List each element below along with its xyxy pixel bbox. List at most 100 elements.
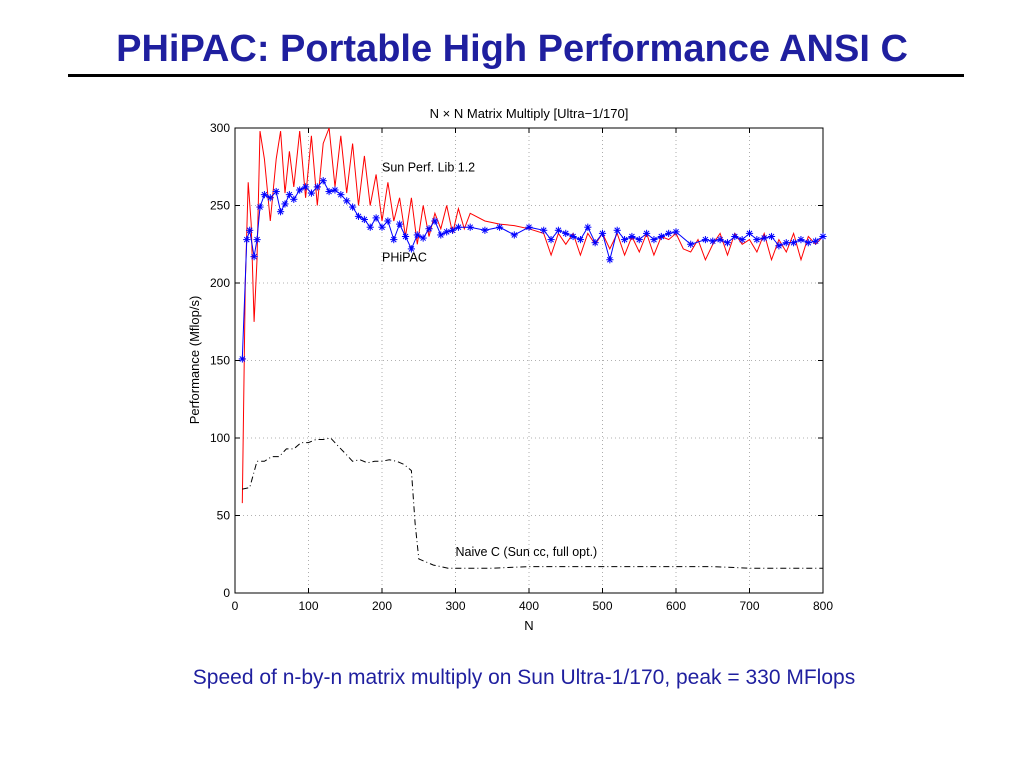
phipac-point [738, 236, 746, 244]
phipac-point [819, 232, 827, 241]
asterisk-stroke [739, 236, 746, 243]
phipac-point [243, 236, 251, 244]
asterisk-stroke [467, 224, 474, 231]
asterisk-stroke [687, 241, 694, 248]
phipac-point [723, 239, 732, 247]
asterisk-stroke [302, 184, 309, 190]
asterisk-stroke [420, 235, 427, 241]
y-tick-label: 200 [210, 276, 230, 290]
matrix-multiply-chart: N × N Matrix Multiply [Ultra−1/170] 0 100… [170, 95, 860, 640]
x-tick-label: 200 [372, 599, 392, 613]
phipac-point [301, 183, 310, 191]
asterisk-stroke [426, 225, 432, 232]
phipac-point [510, 231, 518, 239]
asterisk-stroke [414, 232, 421, 238]
x-tick-label: 500 [592, 599, 612, 613]
phipac-point [804, 239, 812, 247]
phipac-point [812, 237, 820, 245]
phipac-point [496, 223, 504, 231]
phipac-point [378, 223, 386, 231]
asterisk-stroke [820, 233, 826, 240]
phipac-point [276, 208, 285, 216]
asterisk-stroke [812, 238, 819, 245]
phipac-point [307, 189, 316, 197]
naive-c-line [242, 437, 823, 569]
asterisk-stroke [373, 215, 379, 221]
phipac-point [606, 256, 614, 264]
asterisk-stroke [805, 239, 812, 246]
phipac-point [272, 187, 280, 196]
phipac-point [448, 226, 457, 234]
asterisk-stroke [273, 188, 280, 195]
phipac-point [613, 226, 621, 234]
phipac-point [540, 226, 548, 234]
asterisk-stroke [343, 197, 350, 204]
asterisk-stroke [709, 238, 716, 245]
phipac-point [290, 195, 298, 203]
phipac-point [657, 232, 665, 241]
asterisk-stroke [540, 227, 547, 234]
phipac-point [547, 236, 555, 244]
phipac-point [709, 237, 717, 245]
annotations: Sun Perf. Lib 1.2 PHiPAC Naive C (Sun cc, … [382, 160, 597, 558]
annotation-label: Naive C (Sun cc, full opt.) [456, 545, 598, 559]
phipac-point [313, 183, 321, 191]
x-tick-label: 100 [298, 599, 318, 613]
phipac-point [731, 232, 739, 241]
phipac-point [407, 245, 415, 253]
asterisk-stroke [702, 236, 709, 243]
asterisk-stroke [636, 236, 643, 243]
phipac-point [481, 226, 489, 234]
asterisk-stroke [437, 232, 444, 238]
asterisk-stroke [577, 236, 584, 243]
phipac-point [716, 236, 724, 244]
asterisk-stroke [783, 239, 790, 246]
asterisk-stroke [367, 224, 374, 231]
phipac-point [635, 236, 643, 244]
asterisk-stroke [261, 191, 268, 198]
asterisk-stroke [548, 236, 554, 243]
y-tick-label: 250 [210, 199, 230, 213]
asterisk-stroke [673, 228, 679, 235]
asterisk-stroke [665, 230, 672, 237]
x-tick-label: 800 [813, 599, 833, 613]
asterisk-stroke [390, 236, 397, 243]
phipac-point [425, 225, 433, 233]
asterisk-stroke [599, 230, 606, 237]
asterisk-stroke [606, 256, 613, 263]
asterisk-stroke [254, 236, 260, 243]
asterisk-stroke [643, 230, 650, 237]
phipac-point [250, 253, 258, 261]
phipac-point [343, 197, 351, 205]
asterisk-stroke [482, 227, 488, 234]
asterisk-stroke [257, 204, 263, 210]
x-tick-label: 600 [666, 599, 686, 613]
asterisk-stroke [790, 239, 797, 246]
y-axis-label: Performance (Mflop/s) [187, 296, 202, 425]
axis-ticks: 0 100 200 300 400 500 600 700 800 0 50 100 150 200 250… [210, 121, 833, 613]
asterisk-stroke [629, 233, 635, 240]
asterisk-stroke [379, 224, 385, 231]
phipac-point [390, 236, 398, 244]
y-tick-label: 100 [210, 431, 230, 445]
asterisk-stroke [432, 218, 438, 224]
asterisk-stroke [496, 224, 503, 231]
phipac-point [767, 232, 776, 241]
phipac-point [419, 234, 427, 242]
asterisk-stroke [314, 184, 321, 190]
phipac-point [253, 236, 261, 244]
y-tick-label: 50 [217, 509, 231, 523]
asterisk-stroke [355, 213, 362, 220]
phipac-point [360, 215, 368, 224]
asterisk-stroke [332, 187, 338, 193]
asterisk-stroke [282, 201, 288, 207]
phipac-point [665, 229, 673, 237]
phipac-point [525, 223, 533, 231]
asterisk-stroke [320, 177, 327, 184]
phipac-point [598, 229, 607, 237]
asterisk-stroke [337, 191, 344, 198]
y-tick-label: 0 [223, 586, 230, 600]
asterisk-stroke [724, 239, 731, 246]
asterisk-stroke [277, 208, 284, 215]
phipac-point [246, 226, 254, 234]
